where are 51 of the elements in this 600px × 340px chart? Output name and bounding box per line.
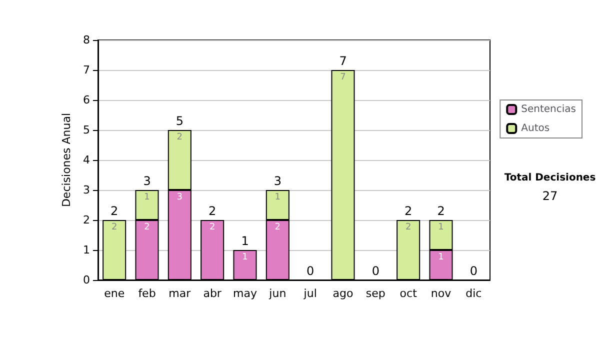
total-label: 2 <box>208 204 216 218</box>
x-tick-label: abr <box>203 287 222 300</box>
data-label: 7 <box>340 72 346 82</box>
x-tick-label: feb <box>138 287 156 300</box>
total-label: 5 <box>176 114 184 128</box>
text: 0 <box>372 264 380 278</box>
text: Total Decisiones <box>504 172 596 184</box>
y-tick-label: 7 <box>83 64 90 76</box>
data-label: 1 <box>274 192 281 202</box>
y-tick-label: 5 <box>83 124 90 136</box>
total-label: 1 <box>241 234 249 248</box>
text: 0 <box>470 264 478 278</box>
x-tick-label: ene <box>104 287 125 300</box>
data-label: 1 <box>438 222 444 232</box>
x-tick-label: jun <box>268 287 286 300</box>
data-label: 2 <box>144 222 150 232</box>
data-label: 1 <box>438 252 444 262</box>
x-tick-label: sep <box>366 287 386 300</box>
total-label: 3 <box>274 174 282 188</box>
legend-label: Autos <box>521 123 550 134</box>
total-label: 2 <box>110 204 118 218</box>
data-label: 2 <box>176 132 183 142</box>
y-tick-label: 0 <box>83 274 90 286</box>
total-label: 7 <box>339 54 347 68</box>
x-tick-label: mar <box>168 287 192 300</box>
text: 0 <box>306 264 314 278</box>
x-tick-label: dic <box>466 287 482 300</box>
x-tick-label: ago <box>332 287 354 300</box>
text: 27 <box>542 189 558 203</box>
y-axis-title: Decisiones Anual <box>60 112 74 208</box>
data-label: 2 <box>111 222 118 232</box>
data-label: 1 <box>144 192 150 202</box>
total-label: 2 <box>437 204 445 218</box>
x-tick-label: nov <box>430 287 452 300</box>
y-tick-label: 6 <box>83 94 90 106</box>
total-label: 2 <box>404 204 412 218</box>
data-label: 1 <box>242 252 248 262</box>
y-tick-label: 3 <box>83 184 90 196</box>
total-label: 3 <box>143 174 151 188</box>
x-tick-label: may <box>233 287 258 300</box>
data-label: 3 <box>176 192 183 202</box>
y-tick-label: 4 <box>83 154 90 166</box>
data-label: 2 <box>274 222 281 232</box>
x-tick-label: jul <box>302 287 317 300</box>
x-tick-label: oct <box>400 287 418 300</box>
legend-label: Sentencias <box>521 104 576 115</box>
y-tick-label: 2 <box>83 214 90 226</box>
data-label: 2 <box>405 222 412 232</box>
data-label: 2 <box>209 222 216 232</box>
y-tick-label: 1 <box>83 244 90 256</box>
y-tick-label: 8 <box>83 34 90 46</box>
